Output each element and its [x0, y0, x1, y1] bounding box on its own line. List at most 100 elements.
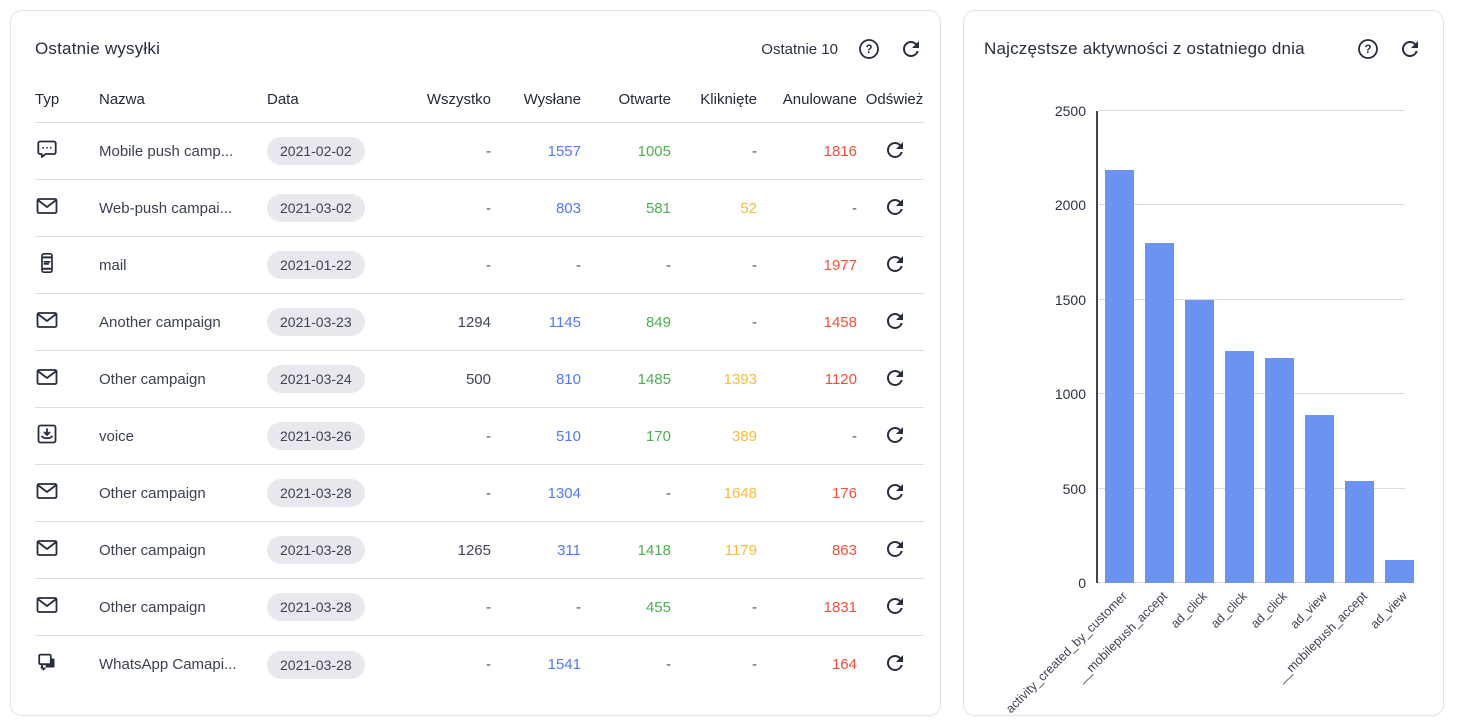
- table-row: WhatsApp Camapi... 2021-03-28 - 1541 - - 164: [35, 636, 924, 693]
- cell-sent: 1145: [548, 313, 581, 331]
- table-row: mail 2021-01-22 - - - - 1977: [35, 237, 924, 294]
- cell-clicked: 389: [731, 427, 757, 445]
- row-refresh-button[interactable]: [882, 650, 908, 676]
- bar: [1145, 243, 1174, 583]
- cell-all: -: [486, 484, 491, 502]
- envelope-icon: [35, 194, 59, 218]
- sends-table-body: Mobile push camp... 2021-02-02 - 1557 1005 - 1…: [35, 123, 924, 693]
- envelope-icon: [35, 536, 59, 560]
- column-header: Odśwież: [865, 91, 924, 108]
- row-refresh-button[interactable]: [882, 422, 908, 448]
- table-row: Other campaign 2021-03-28 - - 455 - 1831: [35, 579, 924, 636]
- bar: [1305, 414, 1334, 583]
- range-label: Ostatnie 10: [761, 40, 838, 58]
- cell-opened: 170: [645, 427, 671, 445]
- campaign-name: WhatsApp Camapi...: [99, 656, 237, 673]
- sends-table: Typ Nazwa Data Wszystko Wysłane Otwarte Klikni…: [35, 77, 924, 693]
- cell-all: 500: [465, 370, 491, 388]
- header-tools: Ostatnie 10 ?: [761, 36, 924, 62]
- bar: [1105, 169, 1134, 583]
- cell-cancelled: -: [852, 427, 857, 445]
- y-tick-label: 0: [1078, 575, 1086, 591]
- cell-opened: 1485: [637, 370, 671, 388]
- gridline: [1098, 110, 1405, 111]
- cell-all: -: [486, 598, 491, 616]
- y-tick-label: 1500: [1054, 291, 1086, 308]
- chart-header-tools: ?: [1355, 36, 1423, 62]
- cell-sent: 510: [555, 427, 581, 445]
- column-header: Wysłane: [523, 91, 581, 108]
- envelope-icon: [35, 479, 59, 503]
- column-header: Nazwa: [99, 91, 145, 108]
- chat-duplicate-icon: [35, 651, 59, 675]
- cell-sent: 1557: [547, 142, 581, 160]
- row-refresh-button[interactable]: [882, 194, 908, 220]
- row-refresh-button[interactable]: [882, 479, 908, 505]
- date-chip: 2021-02-02: [267, 137, 365, 165]
- cell-clicked: -: [752, 142, 757, 160]
- cell-sent: 803: [555, 199, 581, 217]
- gridline: [1098, 298, 1405, 300]
- date-chip: 2021-03-28: [267, 479, 365, 507]
- row-refresh-button[interactable]: [882, 308, 908, 334]
- bar: [1185, 299, 1214, 583]
- date-chip: 2021-03-23: [267, 308, 365, 336]
- table-row: Other campaign 2021-03-28 - 1304 - 1648 176: [35, 465, 924, 522]
- campaign-name: Another campaign: [99, 313, 221, 331]
- row-refresh-button[interactable]: [882, 536, 908, 562]
- sends-table-head-row: Typ Nazwa Data Wszystko Wysłane Otwarte Klikni…: [35, 77, 924, 123]
- column-header: Kliknięte: [700, 91, 757, 108]
- row-refresh-button[interactable]: [882, 137, 908, 163]
- date-chip: 2021-03-28: [267, 593, 365, 621]
- y-tick-label: 2000: [1054, 197, 1086, 214]
- cell-clicked: -: [752, 598, 757, 616]
- refresh-icon[interactable]: [1397, 36, 1423, 62]
- bar: [1385, 560, 1414, 583]
- y-tick-label: 1000: [1054, 386, 1086, 403]
- cell-opened: -: [666, 484, 671, 502]
- cell-cancelled: 1816: [823, 142, 857, 160]
- cell-sent: -: [576, 598, 581, 616]
- envelope-icon: [35, 308, 59, 332]
- table-row: Another campaign 2021-03-23 1294 1145 849 - 14…: [35, 294, 924, 351]
- cell-cancelled: 1458: [823, 313, 857, 331]
- cell-cancelled: 176: [831, 484, 857, 502]
- cell-all: -: [486, 427, 491, 445]
- cell-clicked: 52: [740, 199, 757, 217]
- date-chip: 2021-03-26: [267, 422, 365, 450]
- y-tick-label: 500: [1062, 480, 1086, 497]
- cell-all: -: [486, 656, 491, 673]
- envelope-icon: [35, 593, 59, 617]
- chart-title: Najczęstsze aktywności z ostatniego dnia: [984, 39, 1305, 58]
- activities-panel: Najczęstsze aktywności z ostatniego dnia…: [963, 10, 1444, 716]
- table-row: Other campaign 2021-03-28 1265 311 1418 1179 8…: [35, 522, 924, 579]
- date-chip: 2021-03-24: [267, 365, 365, 393]
- campaign-name: Other campaign: [99, 484, 206, 502]
- activities-chart: 0 500 1000 1500 2000 2500 activity_created_by_…: [1003, 103, 1414, 715]
- cell-clicked: -: [752, 656, 757, 673]
- refresh-icon[interactable]: [898, 36, 924, 62]
- cell-clicked: -: [752, 256, 757, 274]
- svg-text:?: ?: [1364, 44, 1371, 56]
- date-chip: 2021-03-02: [267, 194, 365, 222]
- recent-sends-header: Ostatnie wysyłki Ostatnie 10 ?: [35, 33, 924, 65]
- row-refresh-button[interactable]: [882, 251, 908, 277]
- cell-opened: 849: [645, 313, 671, 331]
- column-header: Wszystko: [426, 91, 491, 108]
- date-chip: 2021-03-28: [267, 536, 365, 564]
- cell-cancelled: -: [852, 199, 857, 217]
- row-refresh-button[interactable]: [882, 593, 908, 619]
- help-icon[interactable]: ?: [856, 36, 882, 62]
- cell-sent: 311: [557, 541, 581, 559]
- help-icon[interactable]: ?: [1355, 36, 1381, 62]
- bar: [1265, 358, 1294, 583]
- column-header: Otwarte: [618, 91, 671, 108]
- cell-sent: 1304: [547, 484, 581, 502]
- svg-text:?: ?: [865, 44, 872, 56]
- column-header: Typ: [35, 91, 60, 108]
- cell-all: -: [486, 199, 491, 217]
- cell-opened: -: [666, 656, 671, 673]
- cell-all: 1265: [457, 541, 491, 559]
- table-row: Web-push campai... 2021-03-02 - 803 581 52 -: [35, 180, 924, 237]
- row-refresh-button[interactable]: [882, 365, 908, 391]
